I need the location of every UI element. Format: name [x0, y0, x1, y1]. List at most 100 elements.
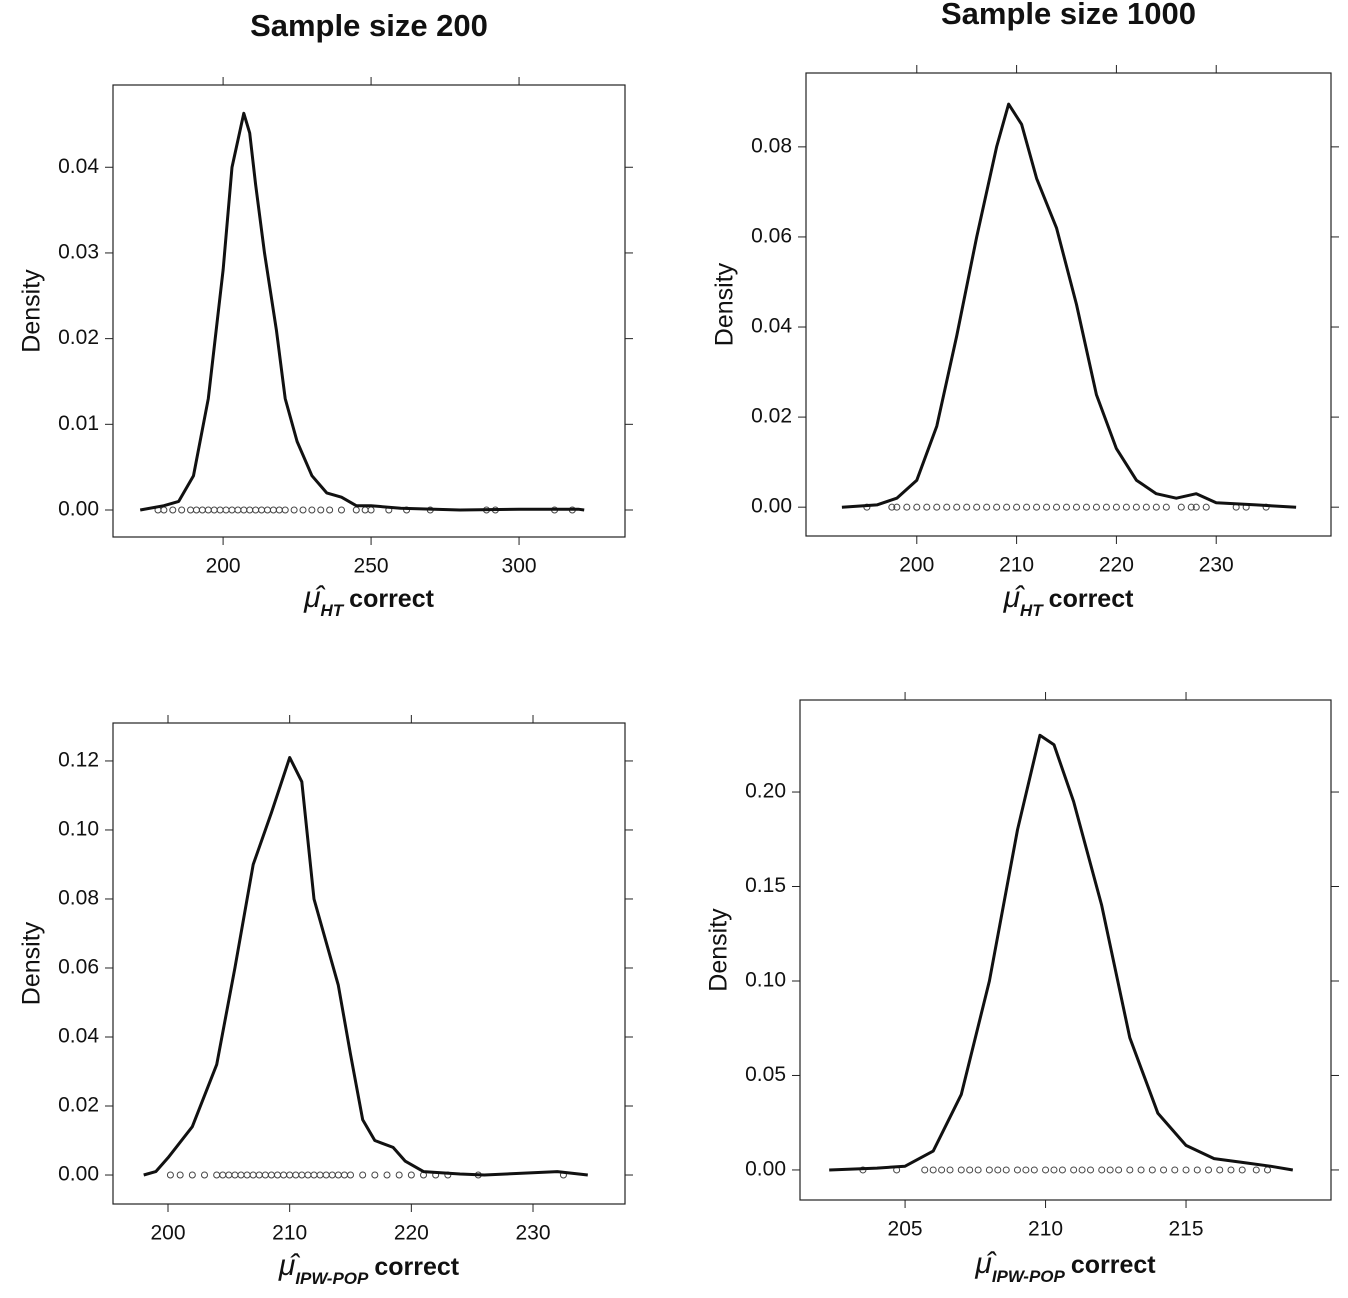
rug-point: [231, 1171, 239, 1179]
x-axis-label: μ̂IPW-POP correct: [278, 1249, 460, 1288]
rug-point: [974, 1166, 982, 1174]
rug-point: [225, 1171, 233, 1179]
rug-point: [1187, 503, 1195, 511]
rug-point: [985, 1166, 993, 1174]
y-axis-label: Density: [711, 262, 739, 346]
rug-point: [274, 1171, 282, 1179]
rug-point: [204, 506, 212, 514]
rug-point: [210, 506, 218, 514]
rug-point: [1063, 503, 1071, 511]
rug-point: [281, 506, 289, 514]
rug-point: [160, 506, 168, 514]
chart-title: Sample size 1000: [941, 0, 1196, 31]
y-tick-label: 0.01: [58, 412, 99, 435]
rug-point: [1002, 1166, 1010, 1174]
rug-point: [1106, 1166, 1114, 1174]
rug-point: [340, 1171, 348, 1179]
rug-point: [228, 506, 236, 514]
rug-point: [269, 506, 277, 514]
rug-point: [1078, 1166, 1086, 1174]
rug-point: [322, 1171, 330, 1179]
rug-point: [1013, 1166, 1021, 1174]
x-tick-label: 210: [1028, 1218, 1063, 1241]
rug-point: [347, 1171, 355, 1179]
rug-point: [166, 1171, 174, 1179]
rug-point: [178, 506, 186, 514]
x-tick-label: 220: [1099, 554, 1134, 577]
y-tick-label: 0.04: [751, 315, 792, 338]
x-label-symbol: μ̂: [974, 1247, 996, 1280]
y-tick-label: 0.08: [751, 134, 792, 157]
rug-point: [383, 1171, 391, 1179]
y-tick-label: 0.12: [58, 749, 99, 772]
density-curve: [139, 111, 585, 512]
y-tick-label: 0.08: [58, 887, 99, 910]
rug-point: [334, 1171, 342, 1179]
y-tick-label: 0.04: [58, 155, 99, 178]
x-tick-label: 215: [1169, 1218, 1204, 1241]
rug-point: [234, 506, 242, 514]
rug-point: [317, 506, 325, 514]
rug-point: [292, 1171, 300, 1179]
y-tick-label: 0.00: [58, 498, 99, 521]
rug-point: [267, 1171, 275, 1179]
rug-point: [1030, 1166, 1038, 1174]
y-tick-label: 0.06: [58, 956, 99, 979]
y-tick-label: 0.10: [745, 969, 786, 992]
rug-point: [913, 503, 921, 511]
y-tick-label: 0.00: [58, 1163, 99, 1186]
rug-point: [1227, 1166, 1235, 1174]
rug-point: [290, 506, 298, 514]
rug-point: [1072, 503, 1080, 511]
rug-point: [188, 1171, 196, 1179]
rug-point: [299, 506, 307, 514]
rug-point: [367, 506, 375, 514]
rug-point: [993, 503, 1001, 511]
x-label-text: correct: [1049, 585, 1134, 613]
rug-point: [1043, 503, 1051, 511]
x-axis-label: μ̂HT correct: [303, 581, 435, 620]
x-tick-label: 230: [1199, 554, 1234, 577]
rug-point: [938, 1166, 946, 1174]
rug-point: [275, 506, 283, 514]
rug-point: [407, 1171, 415, 1179]
rug-point: [921, 1166, 929, 1174]
density-curve: [841, 102, 1297, 509]
rug-point: [994, 1166, 1002, 1174]
rug-point: [187, 506, 195, 514]
rug-point: [352, 506, 360, 514]
rug-point: [933, 503, 941, 511]
y-tick-label: 0.02: [58, 326, 99, 349]
density-curve: [829, 733, 1294, 1172]
rug-point: [286, 1171, 294, 1179]
rug-point: [249, 1171, 257, 1179]
rug-point: [1216, 1166, 1224, 1174]
y-tick-label: 0.05: [745, 1063, 786, 1086]
rug-point: [957, 1166, 965, 1174]
plot-frame: [112, 722, 626, 1205]
x-label-text: correct: [1071, 1251, 1156, 1279]
rug-point: [263, 506, 271, 514]
x-axis-label: μ̂IPW-POP correct: [974, 1247, 1156, 1286]
x-tick-label: 200: [150, 1222, 185, 1245]
rug-point: [1022, 1166, 1030, 1174]
x-label-symbol: μ̂: [278, 1249, 300, 1282]
rug-point: [1142, 503, 1150, 511]
rug-point: [1033, 503, 1041, 511]
x-tick-label: 200: [206, 555, 241, 578]
rug-point: [222, 506, 230, 514]
rug-point: [1102, 503, 1110, 511]
rug-point: [200, 1171, 208, 1179]
rug-point: [1160, 1166, 1168, 1174]
rug-point: [326, 506, 334, 514]
rug-point: [258, 506, 266, 514]
x-label-subscript: IPW-POP: [295, 1269, 369, 1288]
x-label-symbol: μ̂: [303, 581, 325, 614]
rug-point: [1050, 1166, 1058, 1174]
rug-point: [966, 1166, 974, 1174]
x-label-symbol: μ̂: [1003, 581, 1025, 614]
x-tick-label: 210: [272, 1222, 307, 1245]
y-tick-label: 0.02: [751, 405, 792, 428]
rug-point: [246, 506, 254, 514]
y-tick-label: 0.20: [745, 780, 786, 803]
